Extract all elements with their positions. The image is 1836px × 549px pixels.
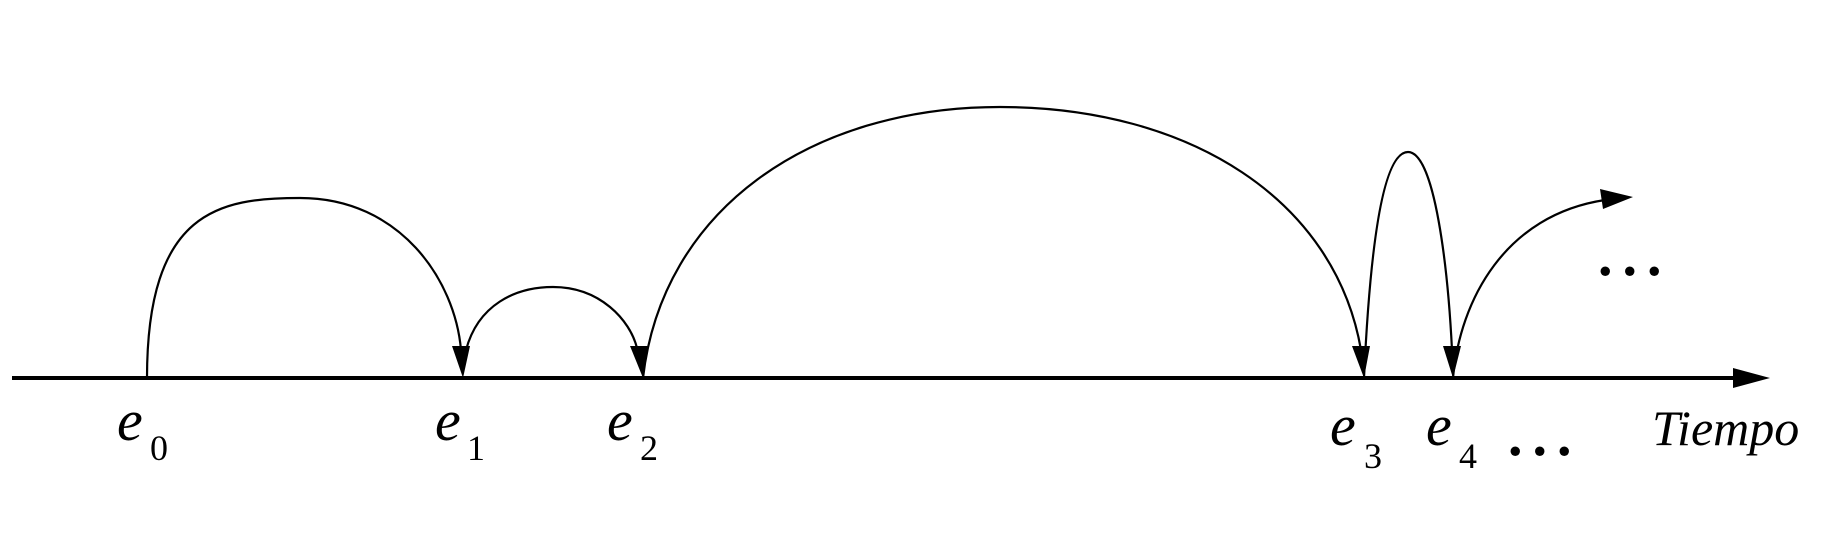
axis-ellipsis: ... xyxy=(1508,403,1582,468)
arc-e1-e2 xyxy=(464,285,639,351)
arc-e4-continuation xyxy=(1451,198,1606,379)
arrowhead-e3 xyxy=(1352,346,1370,378)
arc-e0-e1 xyxy=(145,196,463,379)
event-label-e2: e 2 xyxy=(607,388,658,468)
event-symbol: e xyxy=(1330,393,1356,458)
event-symbol: e xyxy=(117,388,143,453)
axis-label-tiempo: Tiempo xyxy=(1652,400,1799,456)
arc-e3-e4 xyxy=(1362,150,1454,379)
event-label-e4: e 4 xyxy=(1426,393,1477,476)
event-index: 0 xyxy=(150,428,168,468)
event-symbol: e xyxy=(607,388,633,453)
arc-continuation-ellipsis: ... xyxy=(1598,223,1672,288)
event-index: 4 xyxy=(1459,436,1477,476)
event-index: 3 xyxy=(1364,436,1382,476)
arrowhead-continuation xyxy=(1600,189,1633,209)
arc-e2-e3 xyxy=(641,105,1363,379)
event-symbol: e xyxy=(435,388,461,453)
arrowhead-e4 xyxy=(1443,346,1461,378)
event-index: 1 xyxy=(467,428,485,468)
event-label-e0: e 0 xyxy=(117,388,168,468)
arrowhead-e1 xyxy=(452,346,470,378)
event-symbol: e xyxy=(1426,393,1452,458)
time-axis-arrowhead xyxy=(1733,368,1770,388)
event-label-e3: e 3 xyxy=(1330,393,1382,476)
event-index: 2 xyxy=(640,428,658,468)
event-label-e1: e 1 xyxy=(435,388,485,468)
